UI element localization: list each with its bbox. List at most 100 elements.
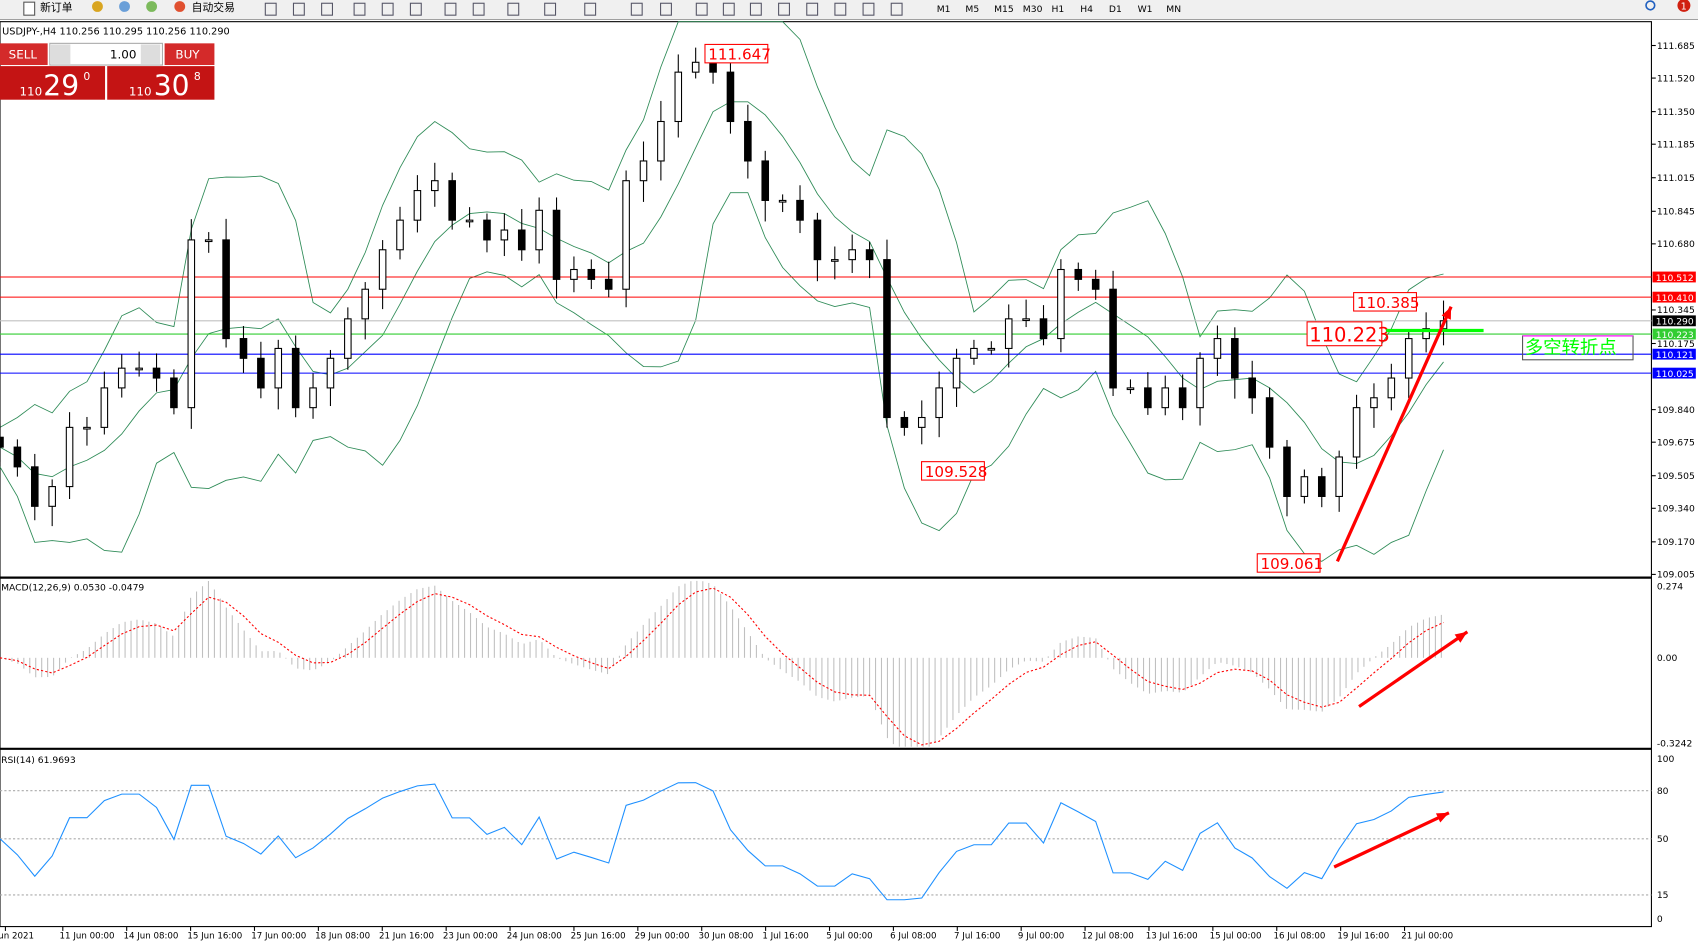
candle-body[interactable] <box>413 190 422 221</box>
pivot-text-label[interactable]: 多空转折点 <box>1522 335 1634 361</box>
toolbar-tool-icon[interactable] <box>890 2 903 16</box>
candle-body[interactable] <box>1004 318 1013 349</box>
data-window-icon[interactable] <box>119 1 130 12</box>
candle-body[interactable] <box>13 446 22 468</box>
candle-body[interactable] <box>117 367 126 389</box>
candle-body[interactable] <box>1161 387 1170 409</box>
candle-body[interactable] <box>1231 338 1239 379</box>
candle-body[interactable] <box>848 249 856 261</box>
search-icon[interactable] <box>1645 0 1656 11</box>
candle-body[interactable] <box>361 288 370 320</box>
candle-body[interactable] <box>483 219 491 241</box>
candle-body[interactable] <box>291 347 300 409</box>
candle-body[interactable] <box>744 120 752 162</box>
candle-body[interactable] <box>1144 387 1152 409</box>
candle-body[interactable] <box>517 229 526 251</box>
volume-down-button[interactable] <box>50 44 71 64</box>
timeframe-M15[interactable]: M15 <box>994 4 1014 15</box>
candle-body[interactable] <box>326 357 335 389</box>
candle-body[interactable] <box>761 160 770 201</box>
candle-body[interactable] <box>952 357 961 389</box>
candle-body[interactable] <box>378 249 387 290</box>
candle-body[interactable] <box>500 229 509 241</box>
candle-body[interactable] <box>709 61 717 73</box>
candle-body[interactable] <box>48 486 56 507</box>
candle-body[interactable] <box>604 278 613 290</box>
annotation-low2[interactable]: 109.061 <box>1256 553 1323 573</box>
annotation-high[interactable]: 111.647 <box>704 43 771 64</box>
candle-body[interactable] <box>1265 397 1274 448</box>
candle-body[interactable] <box>431 180 439 192</box>
timeframe-M1[interactable]: M1 <box>937 4 951 15</box>
candle-body[interactable] <box>222 239 230 340</box>
candle-body[interactable] <box>309 387 317 409</box>
candle-body[interactable] <box>587 268 596 280</box>
market-watch-icon[interactable] <box>92 1 103 12</box>
candle-body[interactable] <box>239 338 248 359</box>
candle-body[interactable] <box>1283 446 1291 497</box>
candle-body[interactable] <box>135 367 143 371</box>
toolbar-tool-icon[interactable] <box>381 2 394 16</box>
candle-body[interactable] <box>83 426 91 430</box>
candle-body[interactable] <box>813 219 822 261</box>
candle-body[interactable] <box>639 160 648 182</box>
toolbar-tool-icon[interactable] <box>806 2 819 16</box>
toolbar-tool-icon[interactable] <box>409 2 422 16</box>
new-order-button[interactable]: 新订单 <box>23 0 73 16</box>
candle-body[interactable] <box>778 199 787 203</box>
notification-badge[interactable] <box>1677 0 1691 12</box>
candle-body[interactable] <box>865 249 874 261</box>
candle-body[interactable] <box>1300 476 1309 497</box>
timeframe-M5[interactable]: M5 <box>965 4 979 15</box>
toolbar-tool-icon[interactable] <box>321 2 333 16</box>
candle-body[interactable] <box>100 387 109 428</box>
candle-body[interactable] <box>1404 338 1413 379</box>
candle-body[interactable] <box>1422 328 1430 340</box>
candle-body[interactable] <box>935 387 943 419</box>
candle-body[interactable] <box>0 436 4 448</box>
volume-field[interactable] <box>49 42 163 66</box>
candle-body[interactable] <box>65 426 74 488</box>
annotation-recent-high[interactable]: 110.385 <box>1353 292 1420 312</box>
toolbar-tool-icon[interactable] <box>660 2 672 16</box>
auto-trading-button[interactable]: 自动交易 <box>174 0 235 14</box>
sell-button[interactable] <box>0 43 48 66</box>
candle-body[interactable] <box>570 268 578 280</box>
trend-arrow[interactable] <box>1335 306 1453 563</box>
volume-up-button[interactable] <box>140 44 161 64</box>
sell-price[interactable] <box>0 66 106 100</box>
candle-body[interactable] <box>30 466 39 507</box>
candle-body[interactable] <box>674 71 683 123</box>
candle-body[interactable] <box>1335 456 1343 497</box>
candle-body[interactable] <box>1074 268 1083 280</box>
toolbar-tool-icon[interactable] <box>472 2 485 16</box>
candle-body[interactable] <box>274 347 283 389</box>
toolbar-tool-icon[interactable] <box>507 2 520 16</box>
candle-body[interactable] <box>170 377 178 409</box>
candle-body[interactable] <box>552 209 561 280</box>
toolbar-tool-icon[interactable] <box>630 2 643 16</box>
candle-body[interactable] <box>1317 476 1326 497</box>
candle-body[interactable] <box>187 239 196 409</box>
candle-body[interactable] <box>726 71 735 123</box>
toolbar-tool-icon[interactable] <box>695 2 708 16</box>
candle-body[interactable] <box>970 347 978 359</box>
candle-body[interactable] <box>152 367 161 379</box>
candle-body[interactable] <box>987 347 996 351</box>
toolbar-tool-icon[interactable] <box>749 2 762 16</box>
toolbar-tool-icon[interactable] <box>444 2 457 16</box>
candle-body[interactable] <box>622 180 630 290</box>
candle-body[interactable] <box>657 120 665 162</box>
candle-body[interactable] <box>831 259 839 262</box>
toolbar-tool-icon[interactable] <box>264 2 277 16</box>
buy-button[interactable] <box>164 43 215 66</box>
candle-body[interactable] <box>396 219 404 251</box>
toolbar-tool-icon[interactable] <box>584 2 597 16</box>
buy-price[interactable] <box>107 66 215 100</box>
candle-body[interactable] <box>535 209 543 251</box>
candle-body[interactable] <box>1091 278 1100 290</box>
candle-body[interactable] <box>448 180 456 221</box>
toolbar-tool-icon[interactable] <box>353 2 366 16</box>
toolbar-tool-icon[interactable] <box>862 2 875 16</box>
trend-arrow[interactable] <box>1358 630 1469 708</box>
